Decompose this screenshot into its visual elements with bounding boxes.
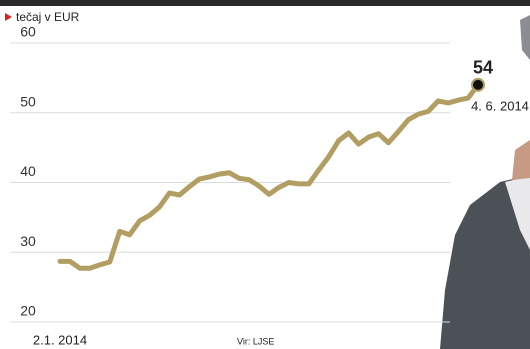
end-point [471, 77, 485, 92]
subtitle: tečaj v EUR [16, 10, 80, 24]
cropped-title-band [0, 0, 530, 6]
y-tick-label: 60 [20, 24, 36, 40]
y-tick-label: 50 [20, 93, 36, 109]
photo [440, 15, 530, 349]
value-label: 54 [473, 58, 493, 78]
subtitle-marker [5, 13, 12, 21]
y-tick-label: 20 [20, 303, 36, 319]
x-tick-label: 4. 6. 2014 [471, 98, 529, 113]
source: Vir: LJSE [237, 336, 274, 346]
line [57, 82, 481, 271]
y-tick-label: 40 [20, 163, 36, 179]
x-tick-label: 2.1. 2014 [33, 332, 87, 347]
y-tick-label: 30 [20, 233, 36, 249]
